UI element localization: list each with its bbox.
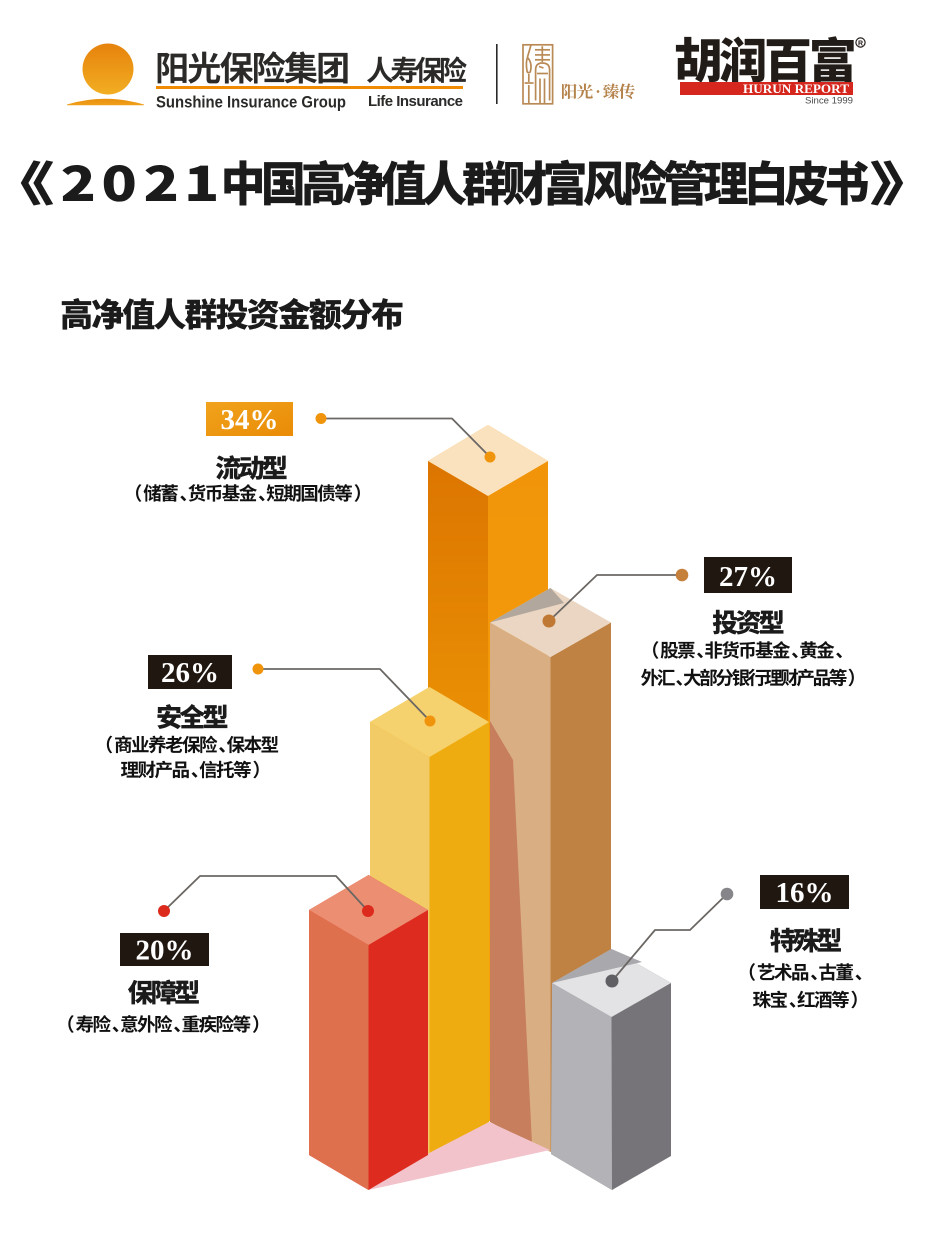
svg-text:R: R [858, 40, 863, 47]
svg-text:Since 1999: Since 1999 [805, 96, 853, 107]
svg-text:Life Insurance: Life Insurance [368, 93, 463, 110]
svg-text:16%: 16% [776, 877, 834, 909]
svg-text:20%: 20% [136, 935, 194, 967]
svg-text:27%: 27% [719, 561, 777, 593]
svg-text:Sunshine Insurance Group: Sunshine Insurance Group [156, 93, 346, 112]
svg-text:26%: 26% [161, 657, 219, 689]
svg-text:34%: 34% [221, 404, 279, 436]
svg-text:HURUN REPORT: HURUN REPORT [743, 81, 849, 96]
